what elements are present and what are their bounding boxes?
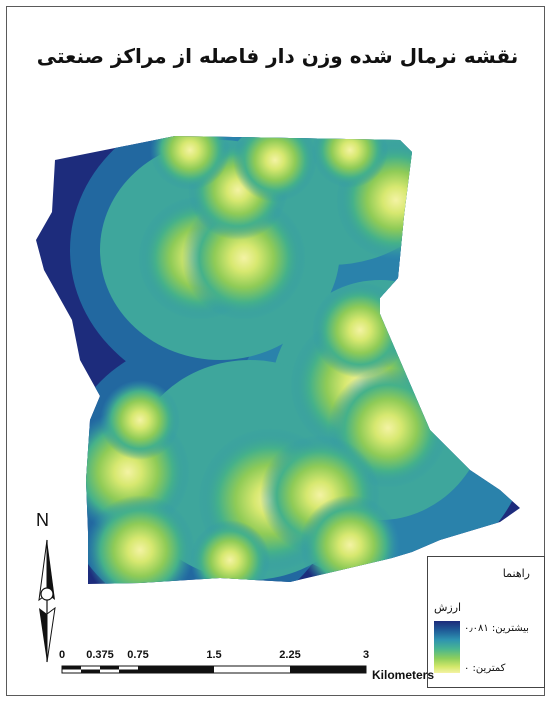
- legend-min-label: کمترین: ۰: [464, 663, 506, 674]
- legend-title: راهنما: [502, 567, 530, 580]
- scale-tick-label: 1.5: [206, 649, 222, 661]
- scale-tick-label: 0.75: [127, 649, 149, 661]
- scale-tick-label: 0: [58, 649, 66, 661]
- scale-tick-label: 3: [362, 649, 370, 661]
- map-legend: راهنما ارزش بیشترین: ۰٫۰۸۱ کمترین: ۰: [427, 556, 545, 688]
- scale-unit-label: Kilometers: [372, 668, 435, 682]
- north-arrow-label: N: [36, 510, 49, 530]
- legend-color-ramp: [434, 621, 460, 673]
- scale-tick-label: 0.375: [86, 649, 114, 661]
- north-arrow-icon: [38, 539, 56, 663]
- map-title: نقشه نرمال شده وزن دار فاصله از مراکز صن…: [36, 44, 519, 68]
- legend-field-name: ارزش: [434, 601, 462, 614]
- legend-max-label: بیشترین: ۰٫۰۸۱: [464, 623, 529, 634]
- scale-tick-label: 2.25: [279, 649, 301, 661]
